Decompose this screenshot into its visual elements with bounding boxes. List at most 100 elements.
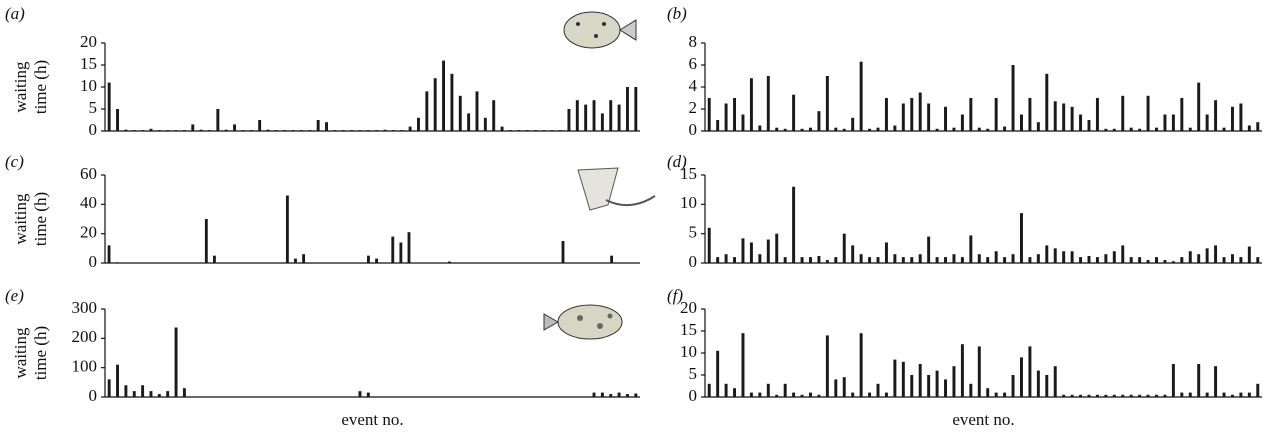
spike — [1239, 392, 1243, 397]
spike — [977, 346, 981, 397]
spike — [1011, 254, 1015, 263]
spike — [884, 392, 888, 397]
spike — [116, 364, 120, 397]
spike — [350, 130, 354, 131]
x-axis-label: event no. — [952, 410, 1014, 429]
spike — [291, 130, 295, 131]
spike — [525, 130, 529, 131]
spike — [944, 379, 947, 397]
y-tick-label: 2 — [689, 98, 698, 117]
y-axis-label: waiting — [11, 327, 30, 378]
spike — [733, 98, 737, 131]
panel-label: (c) — [5, 152, 24, 171]
spike — [492, 100, 496, 131]
spike — [893, 125, 897, 131]
spike — [610, 255, 614, 263]
spike — [1112, 128, 1116, 131]
panel-label: (d) — [667, 152, 687, 171]
spike — [302, 254, 306, 263]
y-tick-label: 15 — [680, 164, 697, 183]
spike — [766, 239, 770, 263]
y-tick-label: 40 — [80, 193, 97, 212]
spike — [792, 94, 796, 131]
spike — [1036, 254, 1040, 263]
spike — [407, 232, 411, 263]
spike — [157, 130, 161, 131]
spike — [1020, 213, 1023, 263]
spike — [316, 120, 320, 131]
spike — [274, 130, 278, 131]
spike — [969, 98, 973, 131]
spike — [901, 103, 905, 131]
spike — [1214, 366, 1218, 397]
spike — [868, 128, 872, 131]
spike — [1222, 392, 1226, 397]
spike — [960, 114, 964, 131]
spike — [1230, 254, 1234, 263]
spike — [1121, 95, 1125, 131]
spike — [1053, 248, 1057, 263]
y-tick-label: 5 — [689, 364, 698, 383]
spike — [910, 257, 914, 263]
spike — [157, 394, 161, 397]
spike — [1045, 73, 1049, 131]
spike — [825, 260, 829, 263]
spike — [986, 388, 990, 397]
spike — [766, 383, 770, 397]
spike — [1214, 100, 1218, 131]
spike — [500, 126, 504, 131]
spike — [800, 394, 804, 397]
spike — [994, 392, 998, 397]
spike — [1104, 394, 1108, 397]
spike — [1104, 254, 1108, 263]
spike — [884, 242, 888, 263]
spike — [783, 128, 787, 131]
spike — [935, 370, 939, 397]
spike — [1146, 95, 1150, 131]
spike — [283, 130, 287, 131]
spike — [448, 261, 451, 263]
spike — [325, 122, 328, 131]
spike — [1079, 394, 1083, 397]
spike — [1205, 114, 1209, 131]
spike — [308, 130, 312, 131]
spike — [741, 333, 745, 397]
spike — [1197, 82, 1201, 131]
spike — [960, 344, 964, 397]
spike — [851, 117, 855, 131]
spike — [716, 257, 720, 263]
spike — [1155, 127, 1158, 131]
spike — [792, 392, 796, 397]
spike — [542, 130, 546, 131]
spike — [741, 114, 745, 131]
spike — [1205, 392, 1209, 397]
spike — [1129, 127, 1133, 131]
y-tick-label: 10 — [680, 193, 697, 212]
y-axis-label: time (h) — [31, 326, 50, 380]
spike — [1079, 114, 1083, 131]
spike — [107, 245, 111, 263]
spike — [809, 392, 812, 397]
spike — [1121, 394, 1125, 397]
spike — [986, 128, 990, 131]
spike — [399, 242, 403, 263]
spike — [1112, 394, 1116, 397]
spike — [994, 98, 998, 131]
spike — [1180, 392, 1184, 397]
spike — [724, 383, 728, 397]
spike — [1197, 364, 1201, 397]
spike — [766, 76, 770, 131]
spike — [707, 227, 711, 263]
spike — [960, 257, 964, 263]
spike — [1062, 394, 1066, 397]
spike — [952, 366, 956, 397]
spike — [216, 109, 220, 131]
y-tick-label: 300 — [72, 298, 98, 317]
y-tick-label: 10 — [80, 76, 97, 95]
spike — [561, 241, 565, 263]
spike — [1239, 257, 1243, 263]
spike — [1028, 98, 1032, 131]
spike — [1079, 257, 1083, 263]
spike — [817, 255, 821, 263]
y-tick-label: 0 — [689, 386, 698, 405]
